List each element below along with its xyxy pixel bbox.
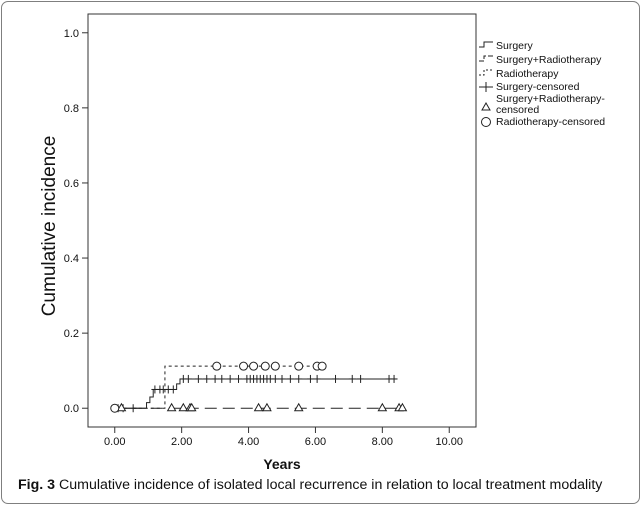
surgery-censor-marker: [278, 374, 286, 383]
y-axis: 0.0 0.2 0.4 0.6 0.8 1.0: [64, 28, 88, 415]
x-axis-title: Years: [263, 456, 301, 472]
y-tick-label: 0.6: [64, 178, 79, 190]
surgery-censor-marker: [348, 374, 356, 383]
legend-surgery-censored-label: Surgery-censored: [496, 81, 580, 93]
plot-area: [87, 13, 477, 428]
legend-surgery-radiotherapy-swatch: [479, 55, 493, 62]
legend-surgery-label: Surgery: [496, 40, 534, 52]
surgery-censor-marker: [211, 374, 219, 383]
y-tick-label: 0.0: [64, 403, 79, 415]
surgery-radiotherapy-censor-marker: [293, 402, 304, 412]
legend-surgery-radiotherapy-label: Surgery+Radiotherapy: [496, 54, 602, 66]
legend-radiotherapy-censored-label: Radiotherapy-censored: [496, 116, 605, 128]
y-tick-label: 0.2: [64, 328, 79, 340]
surgery-censor-marker: [271, 374, 279, 383]
radiotherapy-censor-marker: [110, 403, 120, 413]
surgery-radiotherapy-censor-marker: [262, 402, 272, 412]
surgery-censor-marker: [226, 374, 234, 383]
surgery-censor-marker: [295, 374, 303, 383]
legend-radiotherapy-censored-swatch: [481, 117, 491, 127]
surgery-censor-marker: [184, 374, 192, 383]
legend-surgery-swatch: [479, 41, 493, 48]
series-line-3: [114, 365, 324, 409]
figure-caption: Fig. 3 Cumulative incidence of isolated …: [18, 477, 638, 493]
surgery-censor-marker: [306, 374, 314, 383]
x-tick-label: 6.00: [305, 436, 326, 448]
surgery-censor-marker: [390, 374, 398, 383]
radiotherapy-censor-marker: [294, 361, 304, 371]
legend-label-line: Surgery+Radiotherapy-: [496, 93, 605, 105]
surgery-radiotherapy-censor-marker: [397, 402, 408, 412]
legend-radiotherapy-label: Radiotherapy: [496, 68, 559, 80]
surgery-censor-marker: [332, 374, 340, 383]
x-tick-label: 8.00: [372, 436, 393, 448]
surgery-radiotherapy-censor-marker: [253, 402, 264, 412]
legend-surgery-radiotherapy-censored-label: Surgery+Radiotherapy-censored: [496, 93, 605, 116]
x-tick-label: 4.00: [238, 436, 259, 448]
x-tick-label: 2.00: [171, 436, 192, 448]
surgery-censor-marker: [357, 374, 365, 383]
figure-label: Fig. 3: [18, 477, 56, 493]
surgery-radiotherapy-censor-marker: [116, 402, 127, 412]
y-axis-title: Cumulative incidence: [39, 136, 60, 317]
surgery-censor-marker: [286, 374, 294, 383]
surgery-radiotherapy-censor-marker: [178, 402, 189, 412]
x-axis: 0.00 2.00 4.00 6.00 8.00 10.00: [104, 427, 463, 448]
radiotherapy-censor-marker: [239, 361, 249, 371]
censor-markers: [110, 361, 408, 413]
surgery-radiotherapy-censor-marker: [377, 402, 388, 412]
surgery-radiotherapy-censor-marker: [186, 402, 197, 412]
surgery-censor-marker: [169, 385, 177, 394]
surgery-radiotherapy-censor-marker: [166, 402, 177, 412]
radiotherapy-censor-marker: [260, 361, 270, 371]
legend-surgery-censored-swatch: [479, 82, 493, 92]
y-tick-label: 1.0: [64, 28, 79, 40]
surgery-censor-marker: [203, 374, 211, 383]
y-tick-label: 0.8: [64, 103, 79, 115]
surgery-censor-marker: [313, 374, 321, 383]
legend-surgery-radiotherapy-censored-swatch: [481, 101, 491, 111]
radiotherapy-censor-marker: [270, 361, 280, 371]
legend: SurgerySurgery+RadiotherapyRadiotherapyS…: [479, 40, 605, 128]
x-tick-label: 10.00: [435, 436, 463, 448]
legend-radiotherapy-swatch: [479, 69, 493, 76]
surgery-censor-marker: [194, 374, 202, 383]
x-tick-label: 0.00: [104, 436, 125, 448]
legend-label-line: censored: [496, 104, 539, 116]
surgery-censor-marker: [235, 374, 243, 383]
radiotherapy-censor-marker: [317, 361, 327, 371]
surgery-censor-marker: [129, 404, 137, 413]
figure-caption-text: Cumulative incidence of isolated local r…: [59, 477, 603, 493]
radiotherapy-censor-marker: [249, 361, 259, 371]
radiotherapy-censor-marker: [212, 361, 222, 371]
y-tick-label: 0.4: [64, 253, 79, 265]
surgery-censor-marker: [218, 374, 226, 383]
